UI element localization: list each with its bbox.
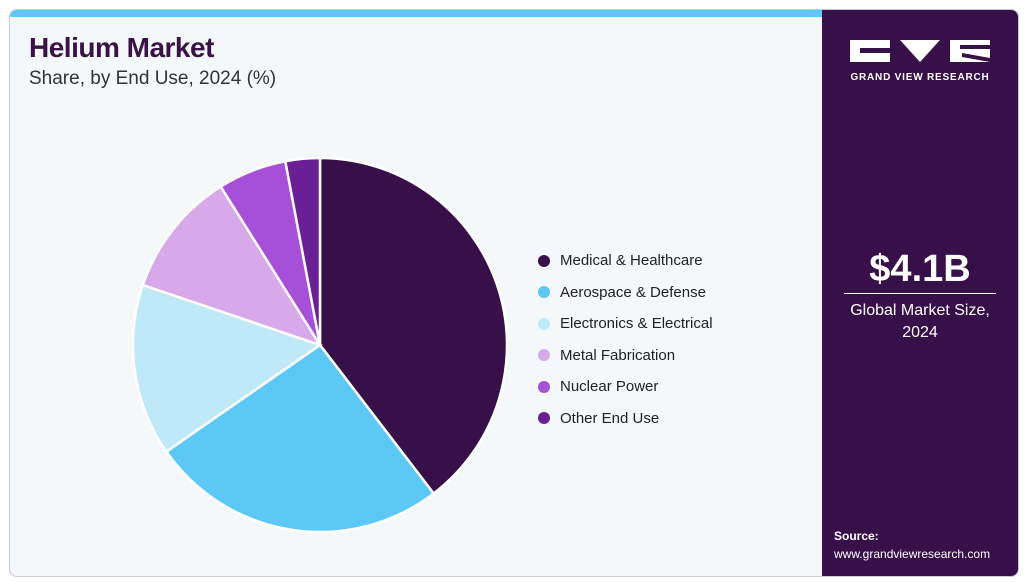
source-link[interactable]: www.grandviewresearch.com: [834, 547, 991, 561]
pie-slice-electronics-electrical: [131, 283, 323, 454]
divider: [844, 293, 996, 294]
legend-item: Other End Use: [538, 403, 713, 435]
legend-item: Medical & Healthcare: [538, 245, 713, 277]
pie-slice-medical-healthcare: [318, 156, 509, 496]
accent-bar: [10, 10, 822, 17]
legend-swatch: [538, 254, 550, 267]
brand-name: GRAND VIEW RESEARCH: [850, 72, 990, 83]
pie-slice-other-end-use: [283, 156, 322, 346]
legend-label: Electronics & Electrical: [560, 315, 713, 333]
legend-swatch: [538, 349, 550, 362]
summary-sidebar: GRAND VIEW RESEARCH $4.1B Global Market …: [822, 10, 1018, 576]
chart-legend: Medical & Healthcare Aerospace & Defense E…: [538, 245, 713, 434]
market-size-value: $4.1B: [869, 248, 971, 290]
legend-label: Nuclear Power: [560, 378, 659, 396]
legend-swatch: [538, 380, 550, 393]
pie-slice-aerospace-defense: [164, 343, 436, 534]
legend-label: Other End Use: [560, 409, 660, 427]
legend-label: Medical & Healthcare: [560, 252, 703, 270]
legend-item: Aerospace & Defense: [538, 277, 713, 309]
brand-logo: GRAND VIEW RESEARCH: [850, 36, 990, 83]
chart-title: Helium Market: [29, 32, 214, 63]
legend-swatch: [538, 412, 550, 425]
pie-chart: [131, 156, 509, 534]
legend-label: Aerospace & Defense: [560, 283, 706, 301]
report-card: Helium Market Share, by End Use, 2024 (%…: [9, 9, 1019, 577]
source-label: Source:: [834, 529, 879, 543]
chart-subtitle: Share, by End Use, 2024 (%): [29, 68, 277, 89]
chart-panel: Helium Market Share, by End Use, 2024 (%…: [10, 10, 822, 576]
legend-swatch: [538, 317, 550, 330]
legend-item: Nuclear Power: [538, 371, 713, 403]
legend-item: Electronics & Electrical: [538, 308, 713, 340]
legend-swatch: [538, 286, 550, 299]
pie-slice-metal-fabrication: [141, 184, 323, 348]
legend-item: Metal Fabrication: [538, 340, 713, 372]
market-size-label: Global Market Size, 2024: [850, 302, 990, 341]
legend-label: Metal Fabrication: [560, 346, 676, 364]
gvr-logo-icon: [850, 40, 990, 62]
